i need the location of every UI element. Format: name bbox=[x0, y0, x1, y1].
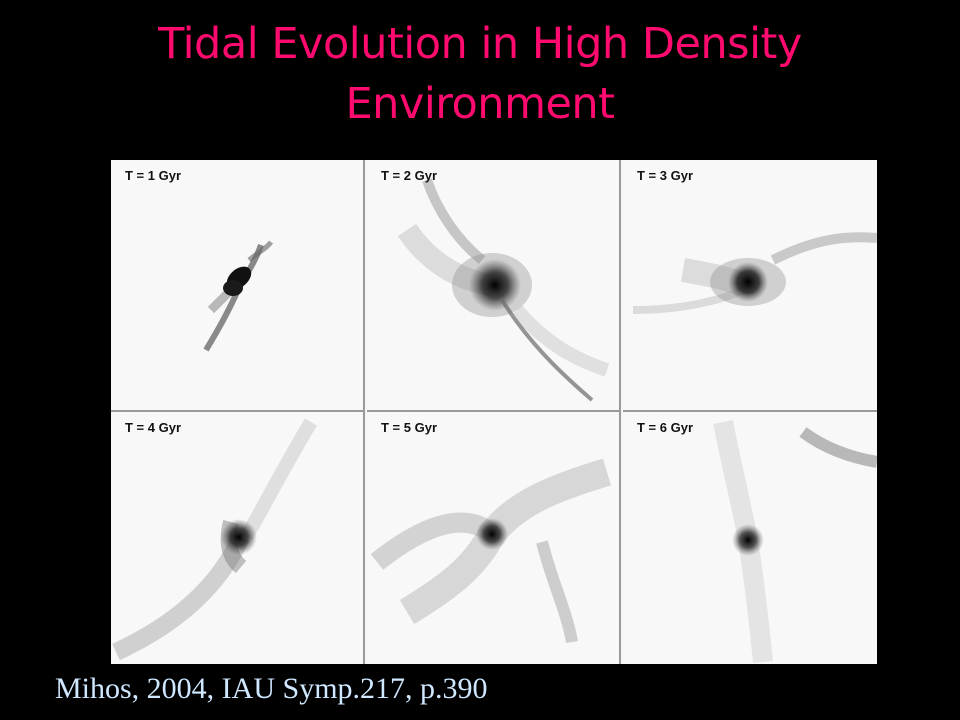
simulation-panel-t3: T = 3 Gyr bbox=[623, 160, 877, 412]
simulation-panel-t5: T = 5 Gyr bbox=[367, 412, 621, 664]
galaxy-image-t3 bbox=[632, 232, 877, 314]
simulation-panel-t1: T = 1 Gyr bbox=[111, 160, 365, 412]
citation-text: Mihos, 2004, IAU Symp.217, p.390 bbox=[55, 672, 488, 705]
galaxy-image-t4 bbox=[112, 418, 318, 661]
simulation-panel-t2: T = 2 Gyr bbox=[367, 160, 621, 412]
panel-time-label: T = 1 Gyr bbox=[125, 168, 181, 183]
simulation-panel-t6: T = 6 Gyr bbox=[623, 412, 877, 664]
slide-title: Tidal Evolution in High Density Environm… bbox=[0, 14, 960, 134]
galaxy-image-t1 bbox=[203, 240, 274, 352]
simulation-figure: T = 1 Gyr T = 2 Gyr bbox=[111, 160, 877, 664]
panel-time-label: T = 5 Gyr bbox=[381, 420, 437, 435]
slide-title-line-2: Environment bbox=[345, 79, 615, 129]
galaxy-image-t5 bbox=[370, 458, 612, 644]
simulation-panel-t4: T = 4 Gyr bbox=[111, 412, 365, 664]
panel-time-label: T = 4 Gyr bbox=[125, 420, 181, 435]
slide-title-line-1: Tidal Evolution in High Density bbox=[158, 19, 802, 69]
panel-time-label: T = 3 Gyr bbox=[637, 168, 693, 183]
galaxy-image-t2 bbox=[397, 178, 610, 402]
panel-time-label: T = 2 Gyr bbox=[381, 168, 437, 183]
galaxy-image-t6 bbox=[713, 420, 877, 663]
panel-time-label: T = 6 Gyr bbox=[637, 420, 693, 435]
